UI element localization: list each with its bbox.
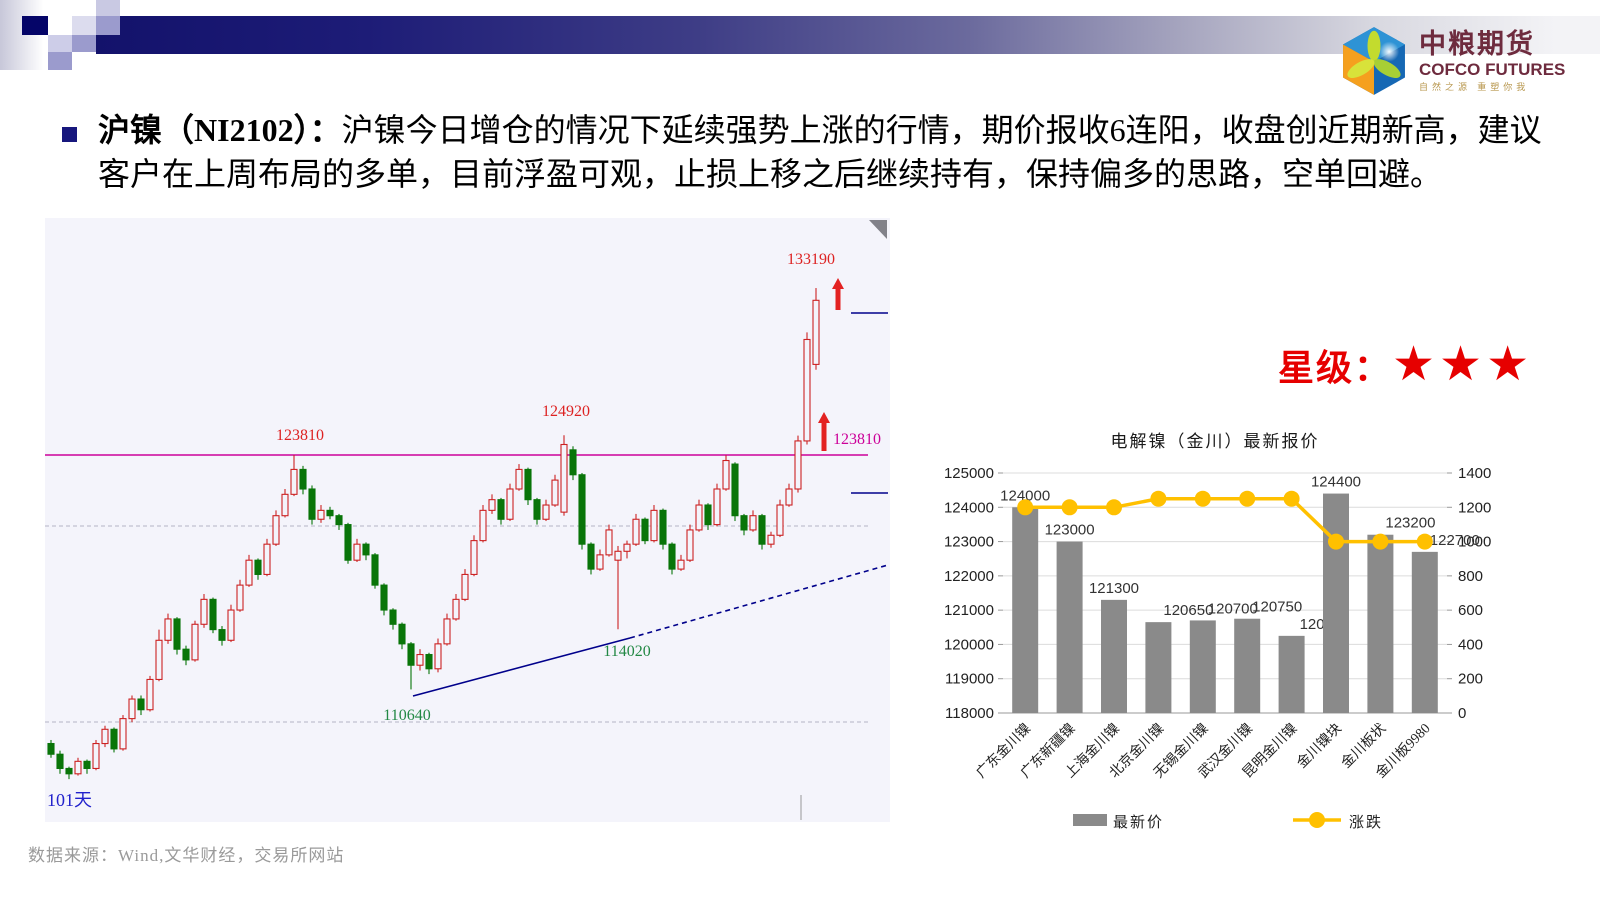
svg-text:200: 200 <box>1458 671 1483 688</box>
svg-text:124000: 124000 <box>944 499 994 516</box>
deco-square <box>72 16 96 35</box>
svg-text:123200: 123200 <box>1385 515 1435 532</box>
svg-text:133190: 133190 <box>787 251 835 268</box>
svg-text:最新价: 最新价 <box>1113 814 1164 831</box>
svg-text:122700: 122700 <box>1430 532 1480 549</box>
svg-text:120000: 120000 <box>944 636 994 653</box>
svg-text:123810: 123810 <box>833 431 881 448</box>
candlestick-chart: 133190 124920 123810 123810 114020 110640 101天 <box>45 218 890 822</box>
svg-text:600: 600 <box>1458 602 1483 619</box>
candlestick-svg: 133190 124920 123810 123810 114020 110640 101天 <box>45 220 889 820</box>
star-rating-stars: ★★★ <box>1392 336 1534 392</box>
star-rating: 星级： ★★★ <box>1278 336 1533 392</box>
svg-text:118000: 118000 <box>945 705 994 722</box>
deco-square <box>96 16 120 35</box>
svg-text:125000: 125000 <box>944 465 994 482</box>
svg-text:101天: 101天 <box>47 790 92 810</box>
commentary-paragraph: 沪镍（NI2102）：沪镍今日增仓的情况下延续强势上涨的行情，期价报收6连阳，收… <box>98 108 1548 196</box>
quote-bar-chart: 电解镍（金川）最新报价 125000 1400 124000 1200 123000 100… <box>925 415 1505 840</box>
svg-text:400: 400 <box>1458 636 1483 653</box>
svg-text:110640: 110640 <box>383 707 430 724</box>
deco-square <box>96 0 120 16</box>
svg-text:电解镍（金川）最新报价: 电解镍（金川）最新报价 <box>1111 432 1320 451</box>
logo-cn-name: 中粮期货 <box>1419 28 1535 59</box>
svg-text:1400: 1400 <box>1458 465 1491 482</box>
svg-text:123000: 123000 <box>1045 522 1095 539</box>
svg-text:800: 800 <box>1458 568 1483 585</box>
svg-text:124920: 124920 <box>542 403 590 420</box>
svg-text:120750: 120750 <box>1252 599 1302 616</box>
commentary-text: 沪镍今日增仓的情况下延续强势上涨的行情，期价报收6连阳，收盘创近期新高，建议客户… <box>98 112 1542 192</box>
svg-text:123810: 123810 <box>276 427 324 444</box>
logo-en-name: COFCO FUTURES <box>1419 59 1566 79</box>
bullet-square-icon <box>62 127 77 142</box>
star-rating-label: 星级： <box>1278 348 1393 388</box>
svg-text:121300: 121300 <box>1089 580 1139 597</box>
commentary-title: 沪镍（NI2102）： <box>98 112 342 148</box>
svg-text:114020: 114020 <box>603 643 650 660</box>
logo-tagline: 自然之源 重塑你我 <box>1419 81 1530 92</box>
header-gradient-strip <box>0 0 46 70</box>
cofco-logo: 中粮期货 COFCO FUTURES 自然之源 重塑你我 <box>1338 22 1568 100</box>
svg-text:金川镍块: 金川镍块 <box>1294 721 1345 772</box>
deco-square <box>48 52 72 70</box>
quote-bar-chart-svg: 电解镍（金川）最新报价 125000 1400 124000 1200 123000 100… <box>944 432 1491 831</box>
deco-square <box>48 35 72 52</box>
svg-text:120700: 120700 <box>1208 600 1258 617</box>
cofco-cube-icon <box>1343 27 1405 95</box>
svg-text:120650: 120650 <box>1163 602 1213 619</box>
svg-text:119000: 119000 <box>945 671 994 688</box>
deco-square-navy <box>22 16 48 35</box>
svg-text:1000: 1000 <box>1458 534 1491 551</box>
svg-text:122000: 122000 <box>944 568 994 585</box>
svg-text:121000: 121000 <box>944 602 994 619</box>
svg-text:124000: 124000 <box>1000 487 1050 504</box>
data-source-note: 数据来源：Wind,文华财经，交易所网站 <box>28 846 345 865</box>
deco-square <box>72 35 96 52</box>
svg-text:1200: 1200 <box>1458 499 1491 516</box>
svg-text:涨跌: 涨跌 <box>1349 814 1383 831</box>
svg-text:123000: 123000 <box>944 534 994 551</box>
svg-text:0: 0 <box>1458 705 1466 722</box>
svg-text:124400: 124400 <box>1311 474 1361 491</box>
